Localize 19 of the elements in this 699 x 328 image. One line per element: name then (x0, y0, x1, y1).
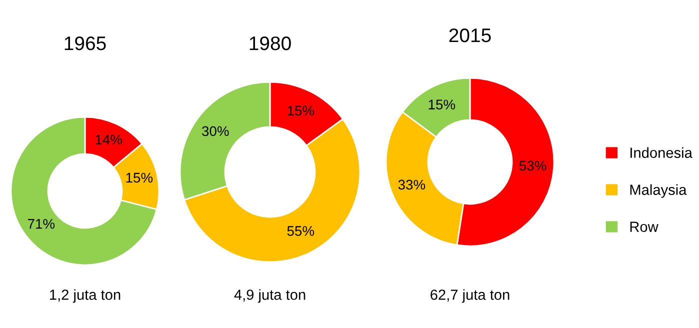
data-label: 53% (519, 160, 546, 171)
chart-title: 1965 (64, 36, 106, 50)
text: 62,7 juta ton (430, 289, 510, 303)
data-label: 15% (126, 172, 153, 183)
legend-label: Malaysia (630, 184, 687, 198)
data-label: 30% (202, 126, 229, 136)
data-label: 71% (28, 218, 55, 229)
data-label: 15% (288, 106, 314, 116)
donut-slice (10, 116, 158, 266)
data-label: 55% (287, 226, 314, 236)
data-label: 14% (96, 134, 122, 144)
legend-label: Indonesia (630, 147, 692, 158)
data-label: 33% (398, 180, 426, 190)
chart-title: 2015 (449, 28, 491, 42)
text: 1,2 juta ton (50, 289, 120, 303)
data-label: 15% (428, 100, 456, 110)
chart-title: 1980 (250, 36, 291, 50)
legend-label: Row (630, 222, 658, 232)
text: 4,9 juta ton (234, 289, 306, 303)
